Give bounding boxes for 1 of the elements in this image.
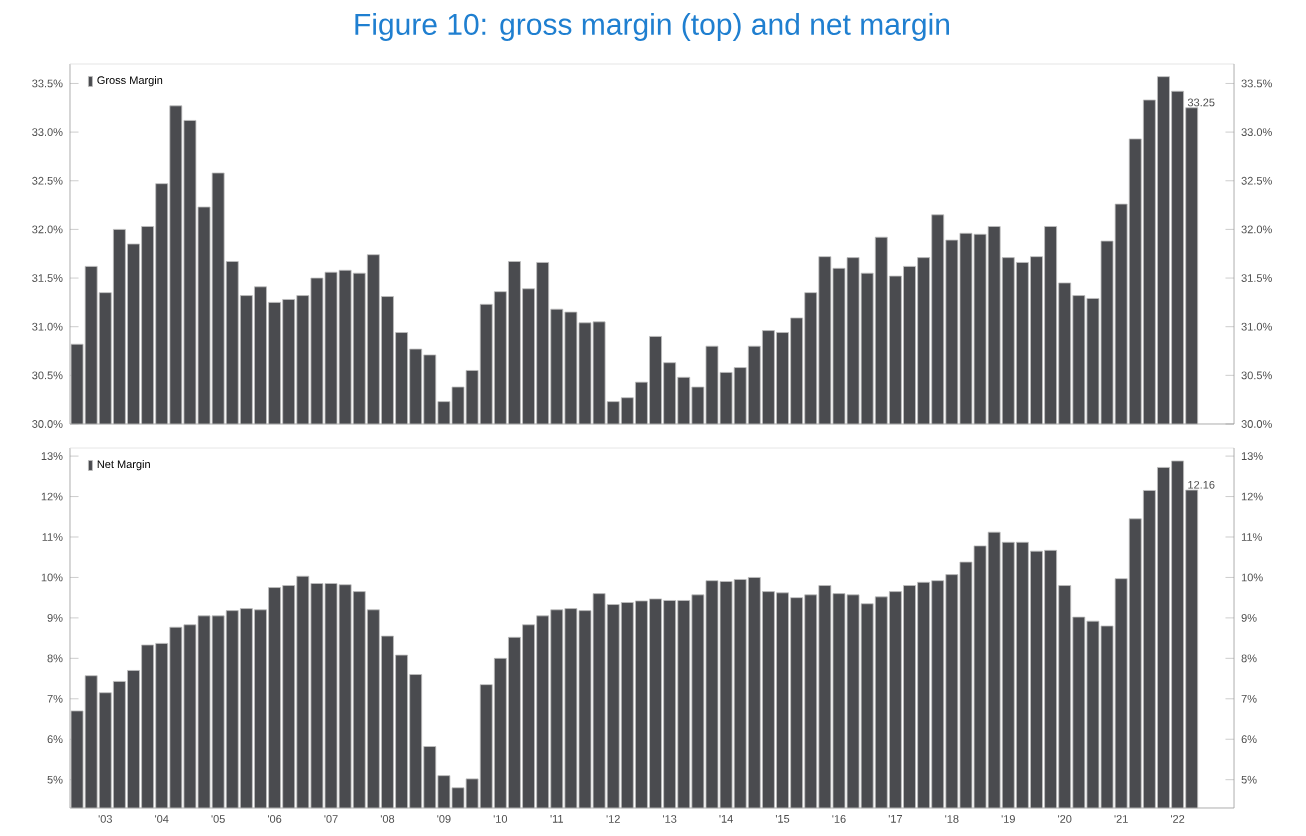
chart-title: Figure 10: gross margin (top) and net margin	[355, 12, 949, 41]
